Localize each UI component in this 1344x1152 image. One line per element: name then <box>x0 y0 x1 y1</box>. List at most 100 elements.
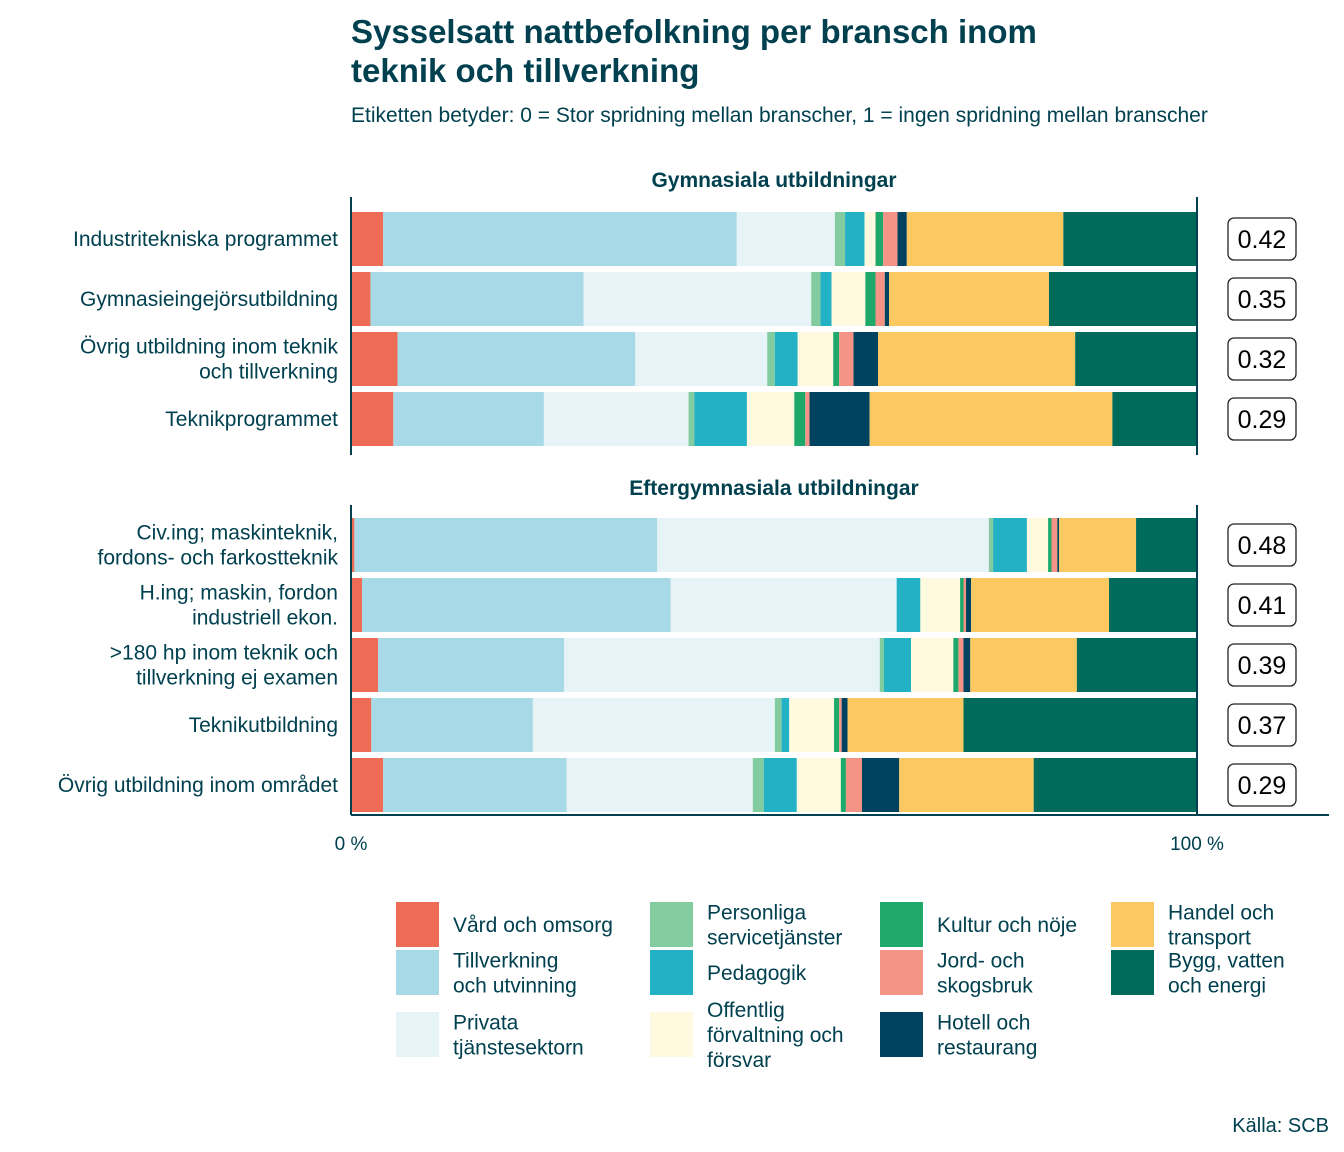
bar-segment-5 <box>694 392 747 446</box>
x-tick-label: 100 % <box>1170 834 1224 855</box>
score-label-box <box>1227 703 1297 747</box>
legend-swatch <box>396 1012 439 1057</box>
legend-item: Pedagogik <box>650 950 807 995</box>
legend-label-line: servicetjänster <box>707 927 842 950</box>
legend-swatch <box>880 902 923 947</box>
bar-row: >180 hp inom teknik och tillverkning ej e… <box>110 638 1297 692</box>
score-label: 0.29 <box>1238 406 1287 434</box>
bar-segment-4 <box>688 392 695 446</box>
legend-label: Hotell och restaurang <box>937 1012 1037 1060</box>
bar-segment-8 <box>1051 518 1058 572</box>
bar-row: Industritekniska programmet 0.42 <box>73 212 1297 266</box>
legend-label-line: Privata <box>453 1012 519 1035</box>
category-label-line: Övrig utbildning inom området <box>58 774 338 797</box>
bar-row: Övrig utbildning inom området 0.29 <box>58 758 1297 812</box>
category-label-line: och tillverkning <box>199 361 338 384</box>
legend-swatch <box>650 950 693 995</box>
category-label-line: tillverkning ej examen <box>136 667 338 690</box>
bar-segment-10 <box>889 272 1049 326</box>
bar-row: Övrig utbildning inom teknik och tillverk… <box>80 332 1297 386</box>
bar-segment-1 <box>351 518 355 572</box>
bar-segment-2 <box>393 392 544 446</box>
bar-segment-6 <box>1026 518 1049 572</box>
bar-segment-11 <box>1048 272 1197 326</box>
bar-segment-8 <box>839 698 842 752</box>
chart-title-line2: teknik och tillverkning <box>351 52 699 89</box>
legend-label-line: Pedagogik <box>707 962 807 985</box>
legend-label-line: Tillverkning <box>453 950 558 973</box>
bar-segment-5 <box>896 578 921 632</box>
bar-segment-9 <box>897 212 907 266</box>
bar-segment-3 <box>635 332 768 386</box>
legend-item: Privata tjänstesektorn <box>396 1012 584 1060</box>
score-label: 0.37 <box>1238 712 1287 740</box>
bar-segment-10 <box>847 698 964 752</box>
bar-segment-5 <box>820 272 832 326</box>
panel-title: Eftergymnasiala utbildningar <box>629 477 918 500</box>
legend-label-line: och utvinning <box>453 975 577 998</box>
bar-segment-11 <box>963 698 1197 752</box>
bar-segment-11 <box>1112 392 1197 446</box>
bar-segment-6 <box>789 698 835 752</box>
legend-label: Privata tjänstesektorn <box>453 1012 584 1060</box>
bar-segment-8 <box>839 332 854 386</box>
bar-segment-7 <box>833 332 840 386</box>
bar-segment-4 <box>774 698 782 752</box>
legend-item: Kultur och nöje <box>880 902 1077 947</box>
bar-segment-2 <box>370 272 584 326</box>
score-label-box <box>1227 397 1297 441</box>
category-label: Övrig utbildning inom teknik och tillverk… <box>80 336 338 384</box>
bar-segment-4 <box>811 272 821 326</box>
legend-label: Personliga servicetjänster <box>707 902 842 950</box>
bar-segment-8 <box>875 272 885 326</box>
legend-item: Handel och transport <box>1111 902 1274 950</box>
legend-label: Tillverkning och utvinning <box>453 950 577 998</box>
legend-item: Bygg, vatten och energi <box>1111 950 1285 998</box>
category-label-line: >180 hp inom teknik och <box>110 642 338 665</box>
score-label: 0.48 <box>1238 532 1287 560</box>
legend-swatch <box>1111 902 1154 947</box>
bar-segment-11 <box>1075 332 1197 386</box>
score-label-box <box>1227 583 1297 627</box>
legend-item: Vård och omsorg <box>396 902 613 947</box>
bar-segment-5 <box>845 212 865 266</box>
bar-row: Teknikutbildning 0.37 <box>189 698 1297 752</box>
legend-swatch <box>1111 950 1154 995</box>
bar-segment-10 <box>869 392 1113 446</box>
bar-segment-5 <box>763 758 797 812</box>
score-label-box <box>1227 523 1297 567</box>
score-label-box <box>1227 217 1297 261</box>
legend-label: Bygg, vatten och energi <box>1168 950 1285 998</box>
bar-segment-11 <box>1033 758 1197 812</box>
category-label-line: Teknikutbildning <box>189 714 338 737</box>
score-label-box <box>1227 643 1297 687</box>
legend-label-line: skogsbruk <box>937 975 1033 998</box>
category-label-line: Övrig utbildning inom teknik <box>80 336 338 359</box>
bar-segment-9 <box>853 332 879 386</box>
score-label-box <box>1227 277 1297 321</box>
bar-segment-7 <box>865 272 876 326</box>
bar-segment-5 <box>774 332 798 386</box>
category-label-line: Teknikprogrammet <box>165 408 338 431</box>
bar-segment-3 <box>564 638 880 692</box>
bar-segment-1 <box>351 698 372 752</box>
x-tick-label: 0 % <box>335 834 368 855</box>
legend-label-line: Personliga <box>707 902 807 925</box>
legend-swatch <box>880 950 923 995</box>
bar-segment-6 <box>920 578 961 632</box>
bar-segment-2 <box>397 332 636 386</box>
legend-label-line: och energi <box>1168 975 1266 998</box>
bar-segment-3 <box>670 578 897 632</box>
bar-segment-9 <box>966 578 972 632</box>
chart-panels: Gymnasiala utbildningar Industritekniska … <box>58 169 1297 815</box>
legend-label-line: Vård och omsorg <box>453 914 613 937</box>
score-label-box <box>1227 763 1297 807</box>
bar-segment-1 <box>351 392 394 446</box>
bar-segment-10 <box>878 332 1076 386</box>
bar-segment-4 <box>752 758 764 812</box>
bar-row: H.ing; maskin, fordon industriell ekon. 0.… <box>140 578 1297 632</box>
legend-item: Personliga servicetjänster <box>650 902 842 950</box>
bar-segment-7 <box>794 392 806 446</box>
legend-label: Pedagogik <box>707 962 807 985</box>
